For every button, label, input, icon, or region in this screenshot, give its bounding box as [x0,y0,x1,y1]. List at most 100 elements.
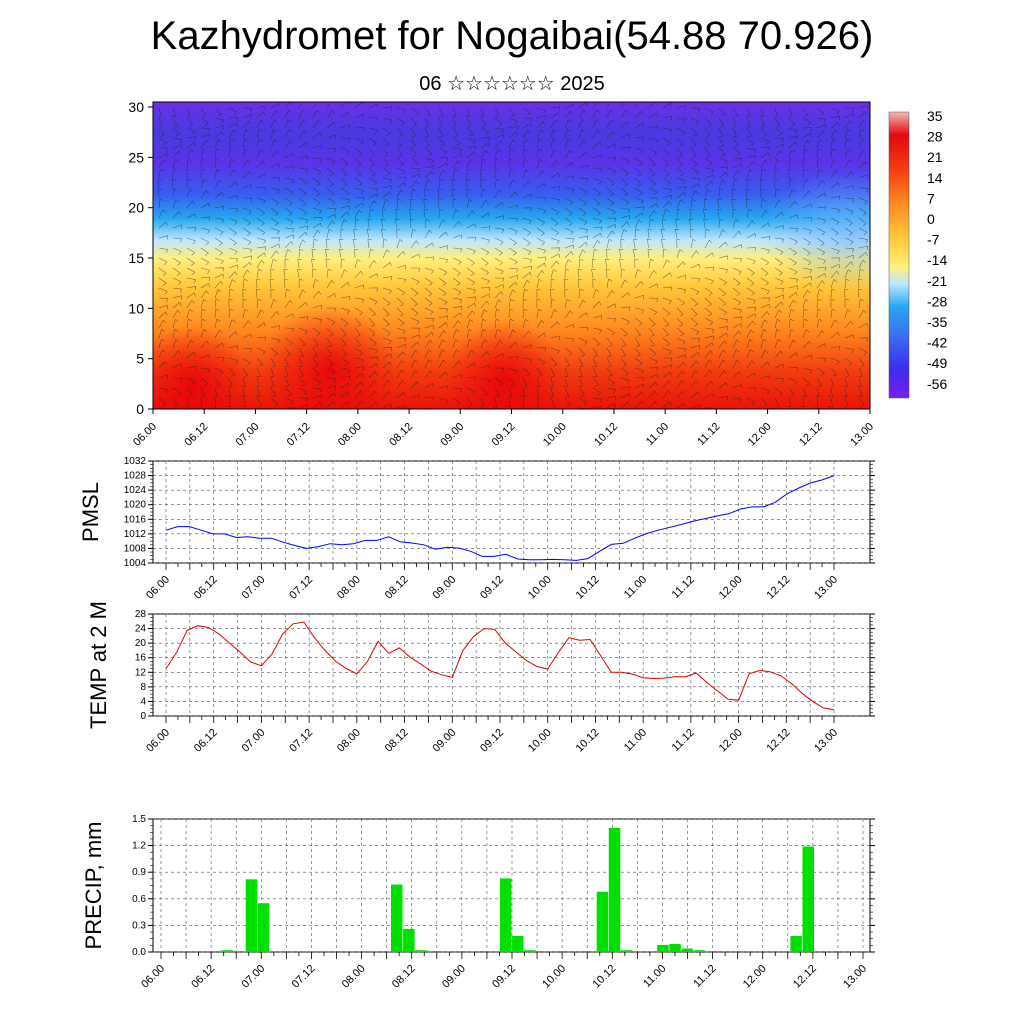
page-title: Kazhydromet for Nogaibai(54.88 70.926) [150,14,874,58]
x-tick-label: 13.00 [812,727,840,755]
y-tick-label: 1004 [124,558,147,569]
precip-bar [318,951,330,952]
y-tick-label: 30 [128,99,144,115]
x-tick-label: 07.12 [287,574,315,602]
x-tick-label: 11.00 [641,963,668,990]
x-tick-label: 12.12 [791,963,819,991]
colorbar: 35 28 21 14 7 0 -7 -14 -21 -28 -35 -42 -49 -56 [888,108,947,399]
y-tick-label: 0.0 [132,947,146,958]
y-tick-label: 1020 [124,500,147,511]
precip-bar [657,944,669,952]
precip-bar [415,950,427,952]
x-tick-label: 10.12 [592,421,620,449]
pmsl-panel: 1004 1008 1012 1016 1020 1024 1028 1032 06.00 06.… [78,456,875,602]
colorbar-label: -35 [927,314,947,330]
page-subtitle: 06 ☆☆☆☆☆☆ 2025 [419,73,605,95]
x-tick-label: 07.12 [287,727,315,755]
precip-bar [366,951,379,952]
temp-panel: 0 4 8 12 16 20 24 28 06.00 06.12 07.00 07.12 08.00 08… [86,601,875,755]
series-line [165,475,835,561]
colorbar-label: -49 [927,355,947,371]
precip-bar [596,891,609,952]
x-tick-label: 12.12 [764,727,792,755]
x-tick-label: 13.00 [848,421,876,449]
cross-section-x-axis: 06.00 06.12 07.00 07.12 08.00 08.12 09.00 09.12… [131,409,876,449]
x-tick-label: 11.00 [622,574,649,601]
y-tick-label: 28 [135,609,147,620]
x-tick-label: 07.00 [240,574,268,602]
x-tick-label: 08.00 [335,727,363,755]
y-tick-label: 12 [135,667,147,678]
wind-barbs [157,102,869,409]
precip-bar [608,827,621,952]
y-tick-label: 0.9 [132,867,146,878]
y-tick-label: 20 [128,200,144,216]
colorbar-ramp [888,111,910,399]
x-tick-label: 06.12 [192,727,220,755]
x-tick-label: 08.12 [390,963,418,991]
x-tick-label: 12.12 [764,574,792,602]
cross-section-panel: 0 5 10 15 20 25 30 06.00 06.12 07.00 07.12 08.00 08… [128,99,876,449]
precip-bar [499,878,512,952]
y-axis-title: PRECIP, mm [81,822,106,950]
y-tick-label: 5 [136,351,144,367]
x-tick-label: 08.00 [335,574,363,602]
colorbar-label: 21 [927,149,943,165]
x-tick-label: 08.00 [340,963,368,991]
wind-barb-field [157,102,869,409]
x-tick-label: 09.12 [490,421,518,449]
x-tick-label: 07.00 [240,727,268,755]
x-tick-label: 06.12 [192,574,220,602]
colorbar-label: -56 [927,376,947,392]
y-tick-label: 1028 [124,471,147,482]
colorbar-label: -21 [927,273,947,289]
y-tick-label: 16 [135,653,147,664]
y-tick-label: 1024 [124,485,147,496]
colorbar-labels: 35 28 21 14 7 0 -7 -14 -21 -28 -35 -42 -49 -56 [927,108,947,392]
x-tick-label: 08.00 [336,421,364,449]
y-tick-label: 15 [128,250,144,266]
x-tick-label: 10.12 [574,574,602,602]
y-tick-label: 1008 [124,543,147,554]
x-tick-label: 10.00 [526,727,554,755]
x-tick-label: 11.00 [622,727,649,754]
x-tick-label: 07.00 [234,421,262,449]
x-tick-label: 09.00 [430,574,458,602]
y-tick-label: 25 [128,149,144,165]
x-tick-label: 12.12 [797,421,825,449]
y-tick-label: 10 [128,300,144,316]
y-tick-label: 1016 [124,514,147,525]
x-tick-label: 12.00 [717,574,745,602]
cross-section-y-axis: 0 5 10 15 20 25 30 [128,99,153,417]
x-tick-label: 09.00 [438,421,466,449]
x-tick-label: 10.00 [541,421,569,449]
x-tick-label: 11.12 [695,421,722,448]
x-tick-label: 12.00 [717,727,745,755]
x-tick-label: 08.12 [383,727,411,755]
x-tick-label: 08.12 [387,421,415,449]
precip-bar [512,936,524,952]
y-tick-label: 1.5 [132,814,146,825]
precip-bar [257,903,270,952]
precip-bar [524,950,536,952]
x-tick-label: 11.12 [670,574,697,601]
y-tick-label: 24 [135,624,147,635]
colorbar-label: 14 [927,170,943,186]
x-tick-label: 06.00 [144,574,172,602]
precip-bar [802,846,814,952]
colorbar-label: 28 [927,129,943,145]
x-tick-label: 12.00 [746,421,774,449]
colorbar-label: -28 [927,293,947,309]
colorbar-label: -14 [927,252,947,268]
x-tick-label: 06.12 [182,421,210,449]
x-tick-label: 10.12 [574,727,602,755]
x-tick-label: 10.00 [540,963,568,991]
x-tick-label: 07.12 [290,963,318,991]
precip-bar [221,950,233,952]
x-tick-label: 09.12 [478,727,506,755]
warm-core-1 [153,325,252,409]
x-tick-label: 09.12 [478,574,506,602]
y-tick-label: 0 [140,711,146,722]
cold-intrusion [760,170,870,290]
